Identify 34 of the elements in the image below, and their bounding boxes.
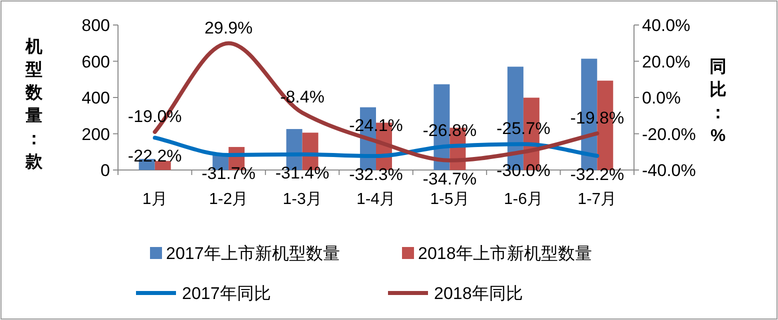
x-tick-label: 1-5月 xyxy=(430,191,470,208)
data-label: -32.3% xyxy=(349,165,403,184)
y-axis-title: 机型数量：款 xyxy=(24,37,44,171)
y2-tick-label: -40.0% xyxy=(642,161,696,180)
data-label: -22.2% xyxy=(128,146,182,166)
x-tick-label: 1月 xyxy=(142,191,168,208)
data-label: -24.1% xyxy=(349,116,403,136)
y2-tick-label: 20.0% xyxy=(642,52,690,72)
y-tick-label: 400 xyxy=(82,88,110,108)
x-tick-label: 1-6月 xyxy=(504,191,543,208)
x-tick-label: 1-7月 xyxy=(578,191,617,208)
data-label: -25.7% xyxy=(496,119,550,138)
data-label: -32.2% xyxy=(570,164,624,184)
data-label: -34.7% xyxy=(422,169,477,188)
y2-tick-label: 0.0% xyxy=(642,88,681,108)
bar xyxy=(154,160,171,170)
y2-axis-title: 同比：% xyxy=(710,57,726,145)
data-label: -31.7% xyxy=(202,164,256,183)
legend-label: 2017年同比 xyxy=(182,284,271,303)
legend-label: 2018年上市新机型数量 xyxy=(418,244,592,263)
data-label: -26.8% xyxy=(422,121,477,140)
y-tick-label: 800 xyxy=(82,16,110,35)
data-label: -19.8% xyxy=(570,108,624,128)
data-label: 29.9% xyxy=(204,18,253,38)
y2-tick-label: 40.0% xyxy=(642,16,690,35)
x-tick-label: 1-4月 xyxy=(356,191,396,208)
legend-label: 2018年同比 xyxy=(434,284,523,303)
y-tick-label: 200 xyxy=(82,124,110,144)
y-tick-label: 0 xyxy=(100,161,110,180)
legend-label: 2017年上市新机型数量 xyxy=(166,244,340,263)
x-tick-label: 1-2月 xyxy=(209,191,248,208)
y2-tick-label: -20.0% xyxy=(642,124,696,144)
y-tick-label: 600 xyxy=(82,52,110,72)
x-tick-label: 1-3月 xyxy=(282,191,322,208)
